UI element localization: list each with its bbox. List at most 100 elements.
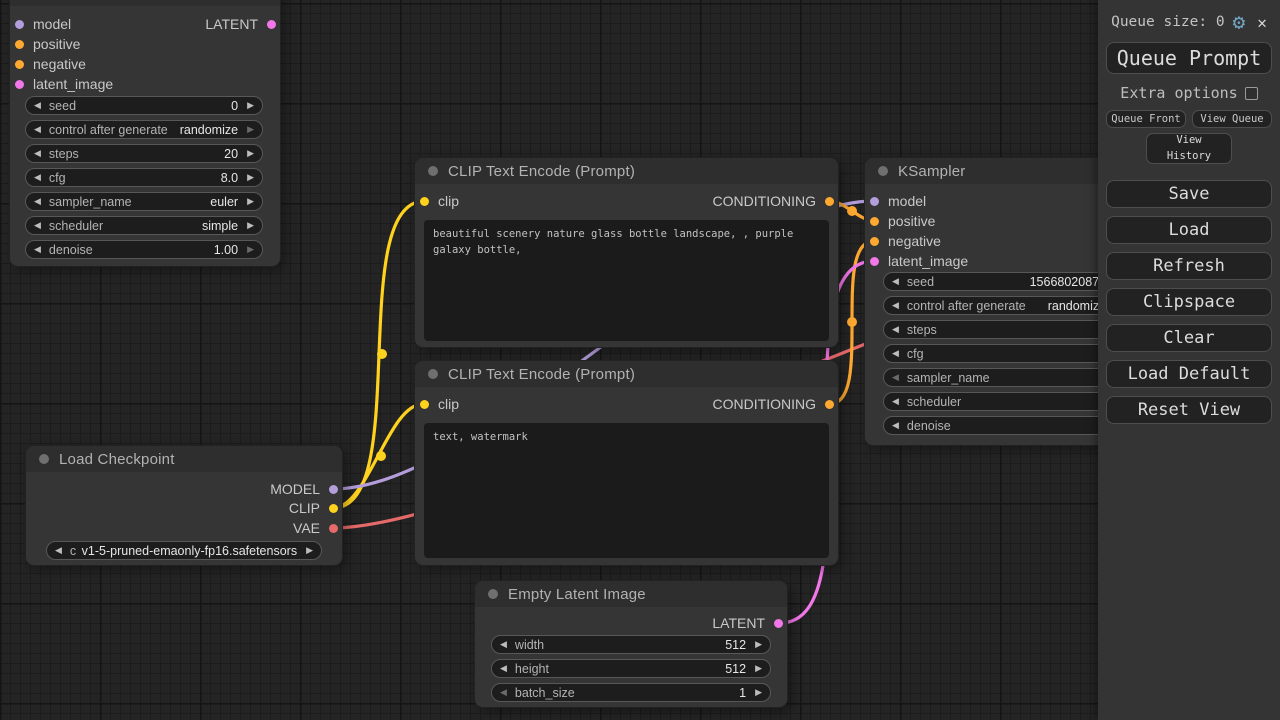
decrement-icon[interactable]: ◀ xyxy=(500,663,507,673)
node-load-checkpoint[interactable]: Load Checkpoint MODEL CLIP VAE ◀ c ... v… xyxy=(26,446,342,565)
widget-height[interactable]: ◀ height 512 ▶ xyxy=(491,659,771,678)
increment-icon[interactable]: ▶ xyxy=(755,663,762,673)
widget-sampler-name[interactable]: ◀ sampler_name ▶ xyxy=(883,368,1131,387)
slot-dot-vae[interactable] xyxy=(329,523,338,533)
node-title: KSampler xyxy=(898,162,966,180)
widget-denoise[interactable]: ◀ denoise 1.00 ▶ xyxy=(25,240,263,259)
save-button[interactable]: Save xyxy=(1106,180,1272,208)
refresh-button[interactable]: Refresh xyxy=(1106,252,1272,280)
clipspace-button[interactable]: Clipspace xyxy=(1106,288,1272,316)
settings-gear-icon[interactable]: ⚙ xyxy=(1232,10,1246,34)
decrement-icon[interactable]: ◀ xyxy=(892,276,899,286)
node-clip-text-encode-negative[interactable]: CLIP Text Encode (Prompt) clip CONDITION… xyxy=(415,361,838,565)
widget-steps[interactable]: ◀ steps ▶ xyxy=(883,320,1131,339)
decrement-icon[interactable]: ◀ xyxy=(34,220,41,230)
widget-denoise[interactable]: ◀ denoise ▶ xyxy=(883,416,1131,435)
widget-cfg[interactable]: ◀ cfg 8.0 ▶ xyxy=(25,168,263,187)
decrement-icon[interactable]: ◀ xyxy=(500,639,507,649)
decrement-icon[interactable]: ◀ xyxy=(34,148,41,158)
decrement-icon[interactable]: ◀ xyxy=(892,372,899,382)
extra-options-checkbox[interactable] xyxy=(1244,86,1258,100)
decrement-icon[interactable]: ◀ xyxy=(892,420,899,430)
widget-control-after-generate[interactable]: ◀ control after generate randomize ▶ xyxy=(883,296,1131,315)
slot-dot-clip[interactable] xyxy=(329,503,338,513)
slot-dot-latent[interactable] xyxy=(15,79,24,89)
slot-dot-conditioning[interactable] xyxy=(15,59,24,69)
load-button[interactable]: Load xyxy=(1106,216,1272,244)
increment-icon[interactable]: ▶ xyxy=(755,639,762,649)
widget-name: denoise xyxy=(906,418,951,433)
widget-ckpt-name[interactable]: ◀ c ... v1-5-pruned-emaonly-fp16.safeten… xyxy=(46,541,322,560)
widget-steps[interactable]: ◀ steps 20 ▶ xyxy=(25,144,263,163)
slot-dot-latent[interactable] xyxy=(267,19,276,29)
decrement-icon[interactable]: ◀ xyxy=(892,300,899,310)
slot-dot-conditioning[interactable] xyxy=(825,196,834,206)
node-title-bar[interactable]: CLIP Text Encode (Prompt) xyxy=(415,361,838,387)
slot-dot-conditioning[interactable] xyxy=(870,216,879,226)
slot-dot-clip[interactable] xyxy=(420,399,429,409)
increment-icon[interactable]: ▶ xyxy=(247,244,254,254)
clear-button[interactable]: Clear xyxy=(1106,324,1272,352)
slot-dot-latent[interactable] xyxy=(774,618,783,628)
decrement-icon[interactable]: ◀ xyxy=(892,396,899,406)
widget-scheduler[interactable]: ◀ scheduler ▶ xyxy=(883,392,1131,411)
slot-dot-conditioning[interactable] xyxy=(15,39,24,49)
collapse-dot-icon[interactable] xyxy=(428,166,438,176)
load-default-button[interactable]: Load Default xyxy=(1106,360,1272,388)
node-empty-latent-image[interactable]: Empty Latent Image LATENT ◀ width 512 ▶ … xyxy=(475,581,787,707)
collapse-dot-icon[interactable] xyxy=(39,454,49,464)
slot-dot-model[interactable] xyxy=(329,484,338,494)
increment-icon[interactable]: ▶ xyxy=(247,172,254,182)
decrement-icon[interactable]: ◀ xyxy=(34,172,41,182)
decrement-icon[interactable]: ◀ xyxy=(892,324,899,334)
increment-icon[interactable]: ▶ xyxy=(755,687,762,697)
collapse-dot-icon[interactable] xyxy=(488,589,498,599)
view-queue-button[interactable]: View Queue xyxy=(1192,110,1272,128)
slot-label: CONDITIONING xyxy=(712,396,816,412)
slot-dot-conditioning[interactable] xyxy=(870,236,879,246)
decrement-icon[interactable]: ◀ xyxy=(55,545,62,555)
widget-scheduler[interactable]: ◀ scheduler simple ▶ xyxy=(25,216,263,235)
prompt-textarea[interactable]: beautiful scenery nature glass bottle la… xyxy=(424,220,829,341)
widget-seed[interactable]: ◀ seed 0 ▶ xyxy=(25,96,263,115)
collapse-dot-icon[interactable] xyxy=(878,166,888,176)
view-history-button[interactable]: View History xyxy=(1146,133,1232,164)
increment-icon[interactable]: ▶ xyxy=(306,545,313,555)
decrement-icon[interactable]: ◀ xyxy=(500,687,507,697)
widget-sampler-name[interactable]: ◀ sampler_name euler ▶ xyxy=(25,192,263,211)
node-title-bar[interactable]: Empty Latent Image xyxy=(475,581,787,607)
widget-control-after-generate[interactable]: ◀ control after generate randomize ▶ xyxy=(25,120,263,139)
node-clip-text-encode-positive[interactable]: CLIP Text Encode (Prompt) clip CONDITION… xyxy=(415,158,838,347)
node-ksampler-left[interactable]: model positive negative latent_image LAT… xyxy=(10,0,280,266)
queue-prompt-button[interactable]: Queue Prompt xyxy=(1106,42,1272,74)
increment-icon[interactable]: ▶ xyxy=(247,124,254,134)
collapse-dot-icon[interactable] xyxy=(428,369,438,379)
slot-label: LATENT xyxy=(712,615,765,631)
widget-batch-size[interactable]: ◀ batch_size 1 ▶ xyxy=(491,683,771,702)
widget-width[interactable]: ◀ width 512 ▶ xyxy=(491,635,771,654)
slot-dot-model[interactable] xyxy=(15,19,24,29)
increment-icon[interactable]: ▶ xyxy=(247,148,254,158)
slot-dot-latent[interactable] xyxy=(870,256,879,266)
slot-dot-conditioning[interactable] xyxy=(825,399,834,409)
slot-dot-clip[interactable] xyxy=(420,196,429,206)
decrement-icon[interactable]: ◀ xyxy=(34,100,41,110)
decrement-icon[interactable]: ◀ xyxy=(34,244,41,254)
decrement-icon[interactable]: ◀ xyxy=(892,348,899,358)
slot-dot-model[interactable] xyxy=(870,196,879,206)
widget-cfg[interactable]: ◀ cfg ▶ xyxy=(883,344,1131,363)
input-slot-clip: clip xyxy=(420,395,459,413)
widget-seed[interactable]: ◀ seed 15668020871 ▶ xyxy=(883,272,1131,291)
decrement-icon[interactable]: ◀ xyxy=(34,124,41,134)
decrement-icon[interactable]: ◀ xyxy=(34,196,41,206)
increment-icon[interactable]: ▶ xyxy=(247,196,254,206)
node-title-bar[interactable]: CLIP Text Encode (Prompt) xyxy=(415,158,838,184)
prompt-textarea[interactable]: text, watermark xyxy=(424,423,829,558)
close-icon[interactable]: ✕ xyxy=(1257,12,1267,32)
queue-front-button[interactable]: Queue Front xyxy=(1106,110,1186,128)
increment-icon[interactable]: ▶ xyxy=(247,220,254,230)
node-title-bar[interactable]: Load Checkpoint xyxy=(26,446,342,472)
node-title-bar[interactable] xyxy=(10,0,280,6)
increment-icon[interactable]: ▶ xyxy=(247,100,254,110)
reset-view-button[interactable]: Reset View xyxy=(1106,396,1272,424)
